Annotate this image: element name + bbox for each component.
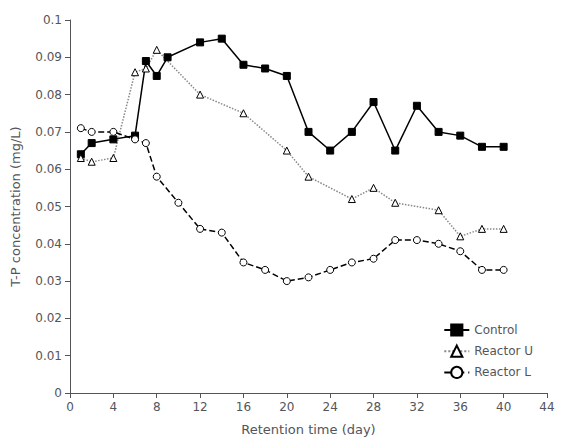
svg-text:36: 36 <box>453 400 468 414</box>
svg-text:44: 44 <box>539 400 554 414</box>
svg-text:4: 4 <box>110 400 118 414</box>
svg-text:0.04: 0.04 <box>35 237 62 251</box>
svg-text:8: 8 <box>153 400 161 414</box>
svg-text:0.03: 0.03 <box>35 274 62 288</box>
svg-text:32: 32 <box>409 400 424 414</box>
svg-text:0.1: 0.1 <box>43 13 62 27</box>
svg-text:12: 12 <box>192 400 207 414</box>
svg-text:Reactor L: Reactor L <box>474 365 531 379</box>
svg-text:Retention time (day): Retention time (day) <box>241 422 375 437</box>
svg-text:0.08: 0.08 <box>35 88 62 102</box>
svg-text:24: 24 <box>323 400 338 414</box>
svg-text:16: 16 <box>236 400 251 414</box>
svg-text:0.05: 0.05 <box>35 200 62 214</box>
svg-text:Reactor U: Reactor U <box>474 344 533 358</box>
svg-text:0.06: 0.06 <box>35 162 62 176</box>
svg-text:0: 0 <box>66 400 74 414</box>
svg-text:20: 20 <box>279 400 294 414</box>
svg-text:0.09: 0.09 <box>35 50 62 64</box>
svg-text:28: 28 <box>366 400 381 414</box>
svg-text:0.01: 0.01 <box>35 349 62 363</box>
svg-text:0.02: 0.02 <box>35 311 62 325</box>
svg-text:0.07: 0.07 <box>35 125 62 139</box>
svg-text:40: 40 <box>496 400 511 414</box>
svg-text:T-P concentration (mg/L): T-P concentration (mg/L) <box>8 126 23 287</box>
svg-text:Control: Control <box>474 323 517 337</box>
svg-text:0: 0 <box>54 386 62 400</box>
